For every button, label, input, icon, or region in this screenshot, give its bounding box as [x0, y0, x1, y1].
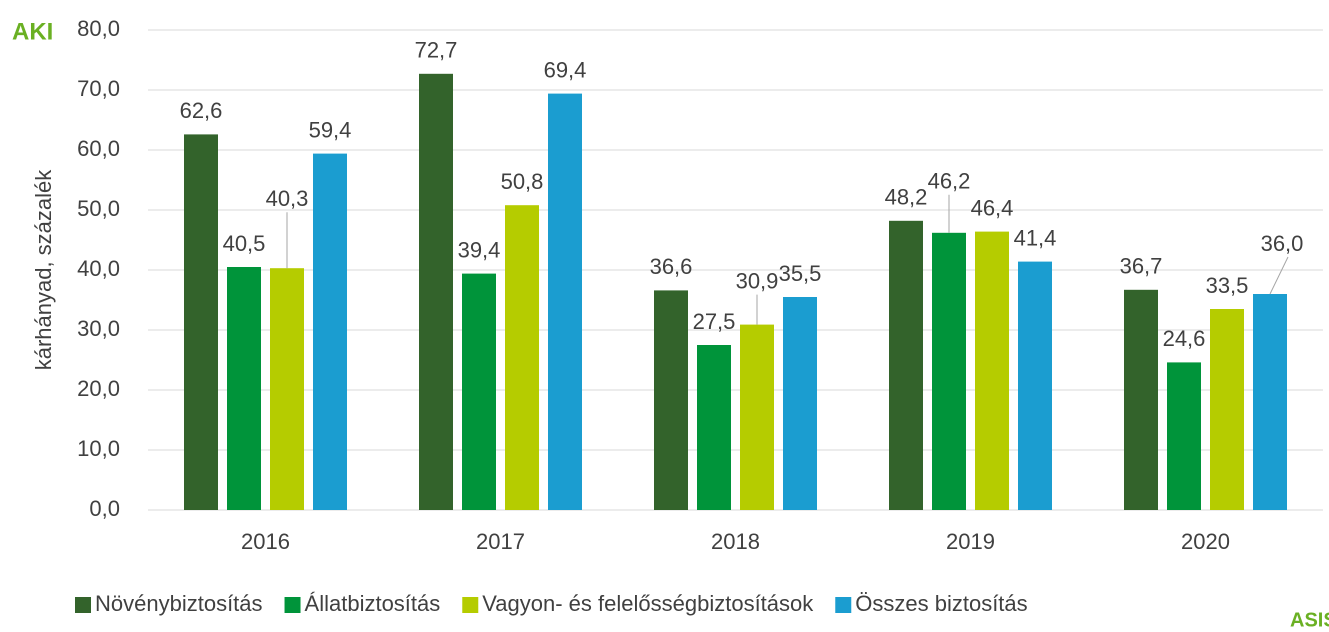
data-label: 40,3 [266, 186, 309, 211]
y-axis-label: kárhányad, százalék [31, 169, 56, 371]
y-tick-label: 0,0 [89, 496, 120, 521]
data-label: 33,5 [1206, 273, 1249, 298]
legend-swatch [835, 597, 852, 613]
bar [419, 73, 453, 511]
bar [1167, 362, 1201, 510]
y-tick-label: 50,0 [77, 196, 120, 221]
y-tick-label: 10,0 [77, 436, 120, 461]
bar [697, 345, 731, 510]
bar [505, 205, 539, 510]
bar [654, 290, 688, 510]
x-tick-label: 2018 [711, 529, 760, 554]
y-tick-label: 80,0 [77, 16, 120, 41]
bar [1210, 309, 1244, 510]
bar [184, 134, 218, 510]
y-tick-label: 30,0 [77, 316, 120, 341]
data-label: 36,7 [1120, 254, 1163, 279]
x-tick-label: 2016 [241, 529, 290, 554]
data-label: 46,2 [928, 169, 971, 194]
bar [462, 273, 496, 510]
data-label: 24,6 [1163, 326, 1206, 351]
bar [270, 268, 304, 510]
bar [313, 153, 347, 510]
y-tick-label: 60,0 [77, 136, 120, 161]
legend-swatch [284, 597, 301, 613]
y-tick-label: 20,0 [77, 376, 120, 401]
bar [783, 297, 817, 510]
x-tick-label: 2019 [946, 529, 995, 554]
logo: AKI [12, 18, 53, 45]
legend-label: Összes biztosítás [855, 591, 1027, 616]
data-label: 35,5 [779, 261, 822, 286]
data-label: 40,5 [223, 231, 266, 256]
logo: ASIS [1290, 609, 1329, 631]
data-label: 48,2 [885, 185, 928, 210]
y-tick-label: 70,0 [77, 76, 120, 101]
data-label: 30,9 [736, 268, 779, 293]
data-label: 46,4 [971, 195, 1014, 220]
legend-label: Állatbiztosítás [305, 591, 441, 616]
y-tick-label: 40,0 [77, 256, 120, 281]
leader-line [1269, 256, 1289, 295]
legend-swatch [75, 597, 91, 613]
bar [975, 231, 1009, 510]
data-label: 50,8 [501, 169, 544, 194]
bar [740, 324, 774, 510]
bar [932, 232, 966, 511]
legend-label: Vagyon- és felelősségbiztosítások [482, 591, 814, 616]
data-label: 69,4 [544, 57, 587, 82]
data-label: 59,4 [309, 117, 352, 142]
data-label: 27,5 [693, 309, 736, 334]
x-tick-label: 2017 [476, 529, 525, 554]
bar [1018, 261, 1052, 510]
bar [227, 267, 261, 510]
bar [548, 93, 582, 510]
bar [1124, 289, 1158, 510]
data-label: 62,6 [180, 98, 223, 123]
bar [889, 220, 923, 511]
bar [1253, 294, 1287, 510]
data-label: 36,6 [650, 254, 693, 279]
x-tick-label: 2020 [1181, 529, 1230, 554]
data-label: 41,4 [1014, 225, 1057, 250]
legend-label: Növénybiztosítás [95, 591, 263, 616]
legend-swatch [462, 597, 479, 613]
data-label: 39,4 [458, 237, 501, 262]
data-label: 36,0 [1261, 231, 1304, 256]
data-label: 72,7 [415, 38, 458, 63]
